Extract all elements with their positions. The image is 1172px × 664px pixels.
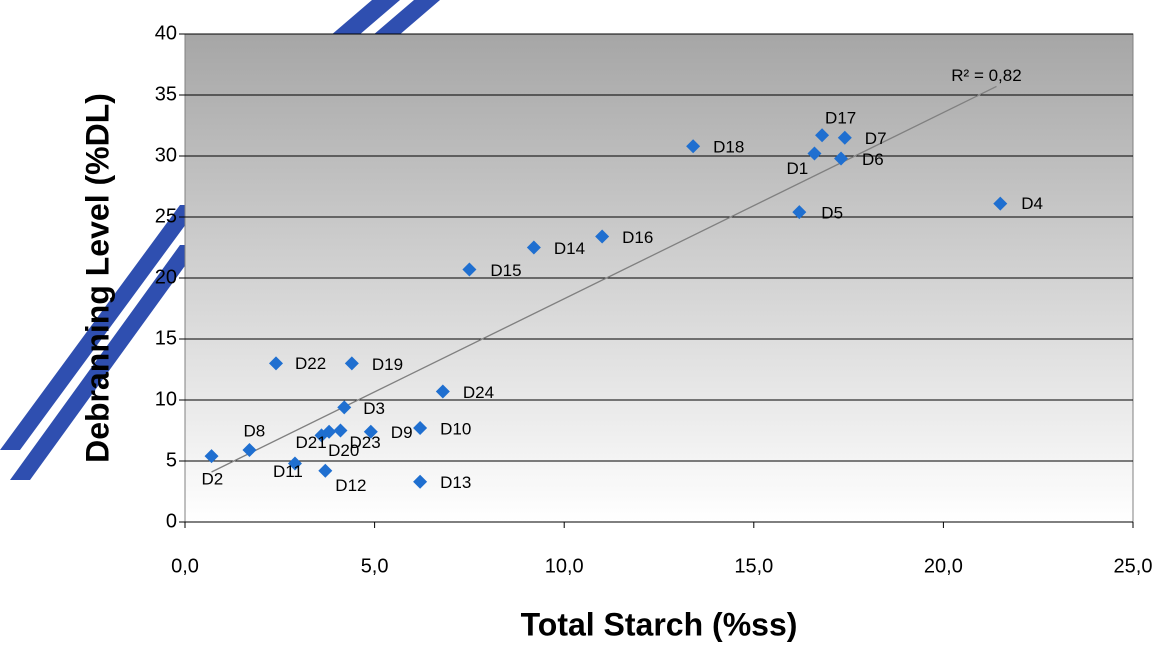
y-tick-label: 5 xyxy=(166,449,177,471)
point-label: D6 xyxy=(862,150,884,169)
y-tick-label: 35 xyxy=(155,83,177,105)
x-tick-label: 5,0 xyxy=(361,555,389,577)
point-label: D12 xyxy=(335,476,366,495)
point-label: D23 xyxy=(349,433,380,452)
x-tick-label: 20,0 xyxy=(924,555,963,577)
point-label: D18 xyxy=(713,138,744,157)
point-label: D15 xyxy=(490,261,521,280)
point-label: D10 xyxy=(440,420,471,439)
y-axis-title: Debranning Level (%DL) xyxy=(79,93,115,463)
page: 0 5 10 15 20 25 30 35 40 0,0 5,0 10,0 15,0 20,0 25,0 R… xyxy=(0,0,1172,664)
y-tick-label: 15 xyxy=(155,327,177,349)
y-tick-label: 20 xyxy=(155,266,177,288)
point-label: D22 xyxy=(295,354,326,373)
point-label: D21 xyxy=(296,433,327,452)
point-label: D5 xyxy=(821,204,843,223)
x-tick-label: 25,0 xyxy=(1114,555,1153,577)
point-label: D16 xyxy=(622,228,653,247)
point-label: D11 xyxy=(273,462,303,481)
x-tick-label: 10,0 xyxy=(545,555,584,577)
x-tick-label: 15,0 xyxy=(734,555,773,577)
point-label: D17 xyxy=(825,109,856,128)
point-label: D24 xyxy=(463,383,494,402)
chart: 0 5 10 15 20 25 30 35 40 0,0 5,0 10,0 15,0 20,0 25,0 R… xyxy=(0,0,1172,664)
trendline-label: R² = 0,82 xyxy=(951,66,1021,85)
point-label: D3 xyxy=(363,399,385,418)
y-tick-label: 25 xyxy=(155,205,177,227)
y-tick-label: 40 xyxy=(155,22,177,44)
y-tick-label: 30 xyxy=(155,144,177,166)
point-label: D1 xyxy=(786,159,808,178)
point-label: D19 xyxy=(372,355,403,374)
point-label: D2 xyxy=(202,470,224,489)
x-tick-label: 0,0 xyxy=(171,555,199,577)
y-tick-label: 0 xyxy=(166,510,177,532)
point-label: D13 xyxy=(440,473,471,492)
y-tick-label: 10 xyxy=(155,388,177,410)
point-label: D8 xyxy=(243,422,265,441)
point-label: D14 xyxy=(554,239,585,258)
point-label: D9 xyxy=(391,423,413,442)
point-label: D7 xyxy=(865,129,887,148)
x-axis-title: Total Starch (%ss) xyxy=(521,606,798,642)
point-label: D4 xyxy=(1021,194,1043,213)
